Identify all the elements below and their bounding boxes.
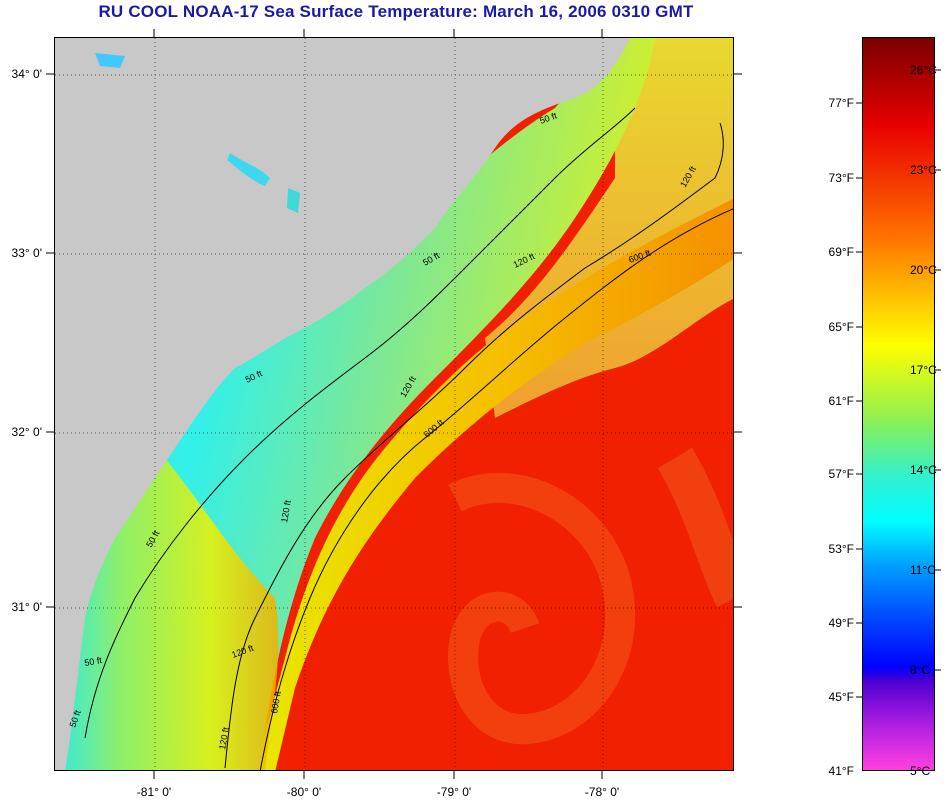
contour-label: 600 ft	[269, 690, 283, 714]
lat-label: 33° 0'	[11, 246, 42, 260]
colorbar-f-label: 57°F	[828, 467, 854, 481]
colorbar-c-label: 20°C	[910, 263, 937, 277]
colorbar-f-label: 65°F	[828, 320, 854, 334]
lon-label: -79° 0'	[436, 785, 472, 799]
contour-label: 50 ft	[84, 655, 103, 668]
inland-lake	[95, 53, 125, 68]
colorbar-f-label: 41°F	[828, 764, 854, 778]
colorbar-gradient	[863, 38, 934, 770]
contour-label: 120 ft	[217, 726, 231, 750]
colorbar-f-label: 49°F	[828, 616, 854, 630]
lon-label: -78° 0'	[584, 785, 620, 799]
temperature-colorbar	[862, 37, 935, 771]
eddy-swirl	[657, 447, 733, 607]
eddy-swirl	[448, 473, 636, 745]
lon-label: -80° 0'	[286, 785, 322, 799]
colorbar-c-label: 5°C	[910, 764, 931, 778]
colorbar-c-label: 11°C	[910, 563, 936, 577]
contour-50ft	[84, 107, 636, 739]
inland-lake	[227, 153, 270, 186]
colorbar-c-label: 17°C	[910, 363, 937, 377]
lat-label: 34° 0'	[11, 67, 42, 81]
colorbar-f-label: 77°F	[828, 96, 854, 110]
colorbar-f-label: 61°F	[828, 394, 854, 408]
contour-600ft	[259, 208, 733, 770]
lat-label: 31° 0'	[11, 600, 42, 614]
graticule	[55, 38, 733, 770]
sst-map-graphic: 50 ft 50 ft 50 ft 50 ft 50 ft 50 ft 120 …	[55, 38, 733, 770]
colorbar-f-label: 69°F	[828, 245, 854, 259]
colorbar-c-label: 8°C	[910, 663, 931, 677]
contour-label: 120 ft	[279, 499, 293, 523]
lon-label: -81° 0'	[136, 785, 172, 799]
map-title: RU COOL NOAA-17 Sea Surface Temperature:…	[98, 2, 694, 21]
sst-map: 50 ft 50 ft 50 ft 50 ft 50 ft 50 ft 120 …	[54, 37, 734, 771]
colorbar-c-label: 23°C	[910, 163, 937, 177]
colorbar-f-label: 53°F	[828, 542, 854, 556]
slope-water	[255, 199, 733, 770]
inland-lake	[287, 188, 300, 213]
colorbar-f-label: 73°F	[828, 171, 854, 185]
colorbar-c-label: 26°C	[910, 63, 937, 77]
contour-120ft	[224, 122, 724, 769]
lat-label: 32° 0'	[11, 425, 42, 439]
colorbar-c-label: 14°C	[910, 463, 937, 477]
colorbar-f-label: 45°F	[828, 690, 854, 704]
land-mass	[55, 38, 630, 770]
